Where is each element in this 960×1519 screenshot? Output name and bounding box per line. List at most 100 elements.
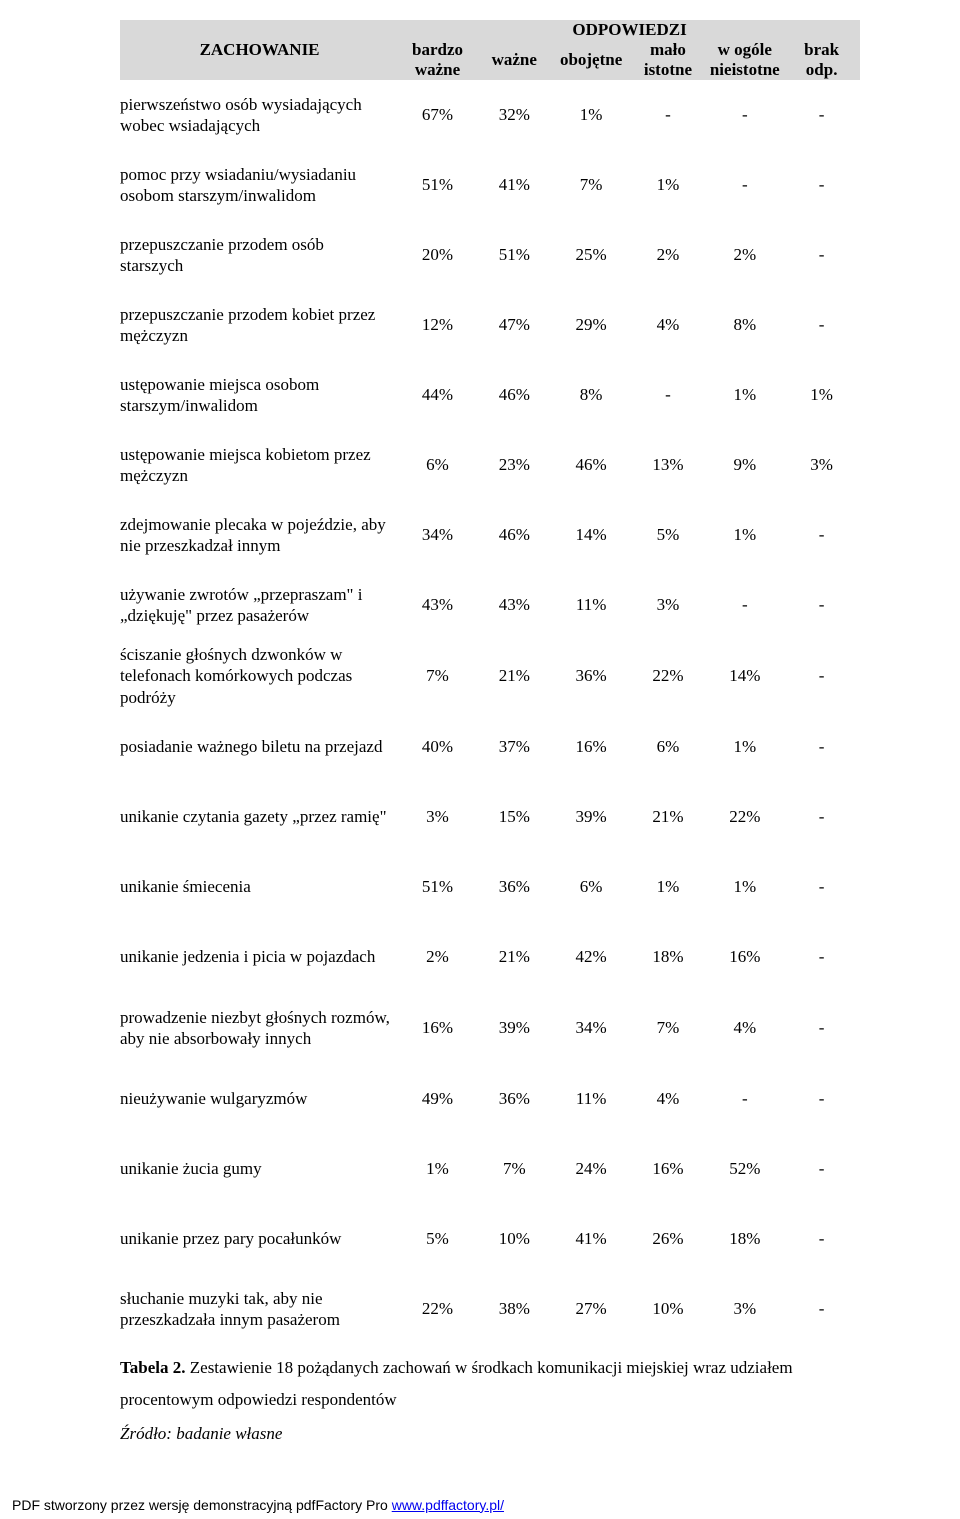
value-cell: 18%	[630, 922, 707, 992]
value-cell: 46%	[476, 360, 553, 430]
behavior-cell: przepuszczanie przodem osób starszych	[120, 220, 399, 290]
value-cell: -	[783, 782, 860, 852]
col-header: istotne	[630, 60, 707, 80]
value-cell: 9%	[706, 430, 783, 500]
value-cell: 16%	[399, 992, 476, 1064]
value-cell: 16%	[630, 1134, 707, 1204]
value-cell: 29%	[553, 290, 630, 360]
value-cell: 16%	[553, 712, 630, 782]
col-header: mało	[630, 40, 707, 60]
value-cell: -	[706, 80, 783, 150]
value-cell: 44%	[399, 360, 476, 430]
value-cell: 21%	[476, 922, 553, 992]
value-cell: 2%	[706, 220, 783, 290]
value-cell: 11%	[553, 570, 630, 640]
value-cell: 6%	[630, 712, 707, 782]
value-cell: 46%	[553, 430, 630, 500]
value-cell: 1%	[783, 360, 860, 430]
source-line: Źródło: badanie własne	[120, 1417, 860, 1451]
value-cell: 22%	[399, 1274, 476, 1344]
table-row: używanie zwrotów „przepraszam" i „dzięku…	[120, 570, 860, 640]
table-row: pierwszeństwo osób wysiadających wobec w…	[120, 80, 860, 150]
col-header: nieistotne	[706, 60, 783, 80]
value-cell: 26%	[630, 1204, 707, 1274]
value-cell: 4%	[706, 992, 783, 1064]
behavior-cell: zdejmowanie plecaka w pojeździe, aby nie…	[120, 500, 399, 570]
col-header-behavior: ZACHOWANIE	[120, 20, 399, 80]
value-cell: 5%	[399, 1204, 476, 1274]
behavior-cell: prowadzenie niezbyt głośnych rozmów, aby…	[120, 992, 399, 1064]
value-cell: 1%	[553, 80, 630, 150]
value-cell: 15%	[476, 782, 553, 852]
value-cell: -	[706, 570, 783, 640]
value-cell: -	[783, 992, 860, 1064]
value-cell: 24%	[553, 1134, 630, 1204]
value-cell: -	[783, 1204, 860, 1274]
value-cell: 7%	[399, 640, 476, 712]
value-cell: 6%	[399, 430, 476, 500]
table-row: ustępowanie miejsca kobietom przez mężcz…	[120, 430, 860, 500]
table-row: ustępowanie miejsca osobom starszym/inwa…	[120, 360, 860, 430]
value-cell: 1%	[399, 1134, 476, 1204]
behavior-cell: unikanie śmiecenia	[120, 852, 399, 922]
value-cell: 38%	[476, 1274, 553, 1344]
value-cell: 43%	[476, 570, 553, 640]
value-cell: -	[783, 712, 860, 782]
value-cell: 51%	[399, 150, 476, 220]
page-content: ZACHOWANIEODPOWIEDZIbardzoważneobojętnem…	[0, 0, 960, 1491]
value-cell: 25%	[553, 220, 630, 290]
pdf-footer: PDF stworzony przez wersję demonstracyjn…	[0, 1491, 960, 1519]
table-row: zdejmowanie plecaka w pojeździe, aby nie…	[120, 500, 860, 570]
value-cell: 13%	[630, 430, 707, 500]
value-cell: 18%	[706, 1204, 783, 1274]
value-cell: 22%	[630, 640, 707, 712]
behavior-cell: słuchanie muzyki tak, aby nie przeszkadz…	[120, 1274, 399, 1344]
value-cell: 67%	[399, 80, 476, 150]
behavior-cell: ustępowanie miejsca osobom starszym/inwa…	[120, 360, 399, 430]
value-cell: -	[783, 570, 860, 640]
value-cell: 36%	[553, 640, 630, 712]
value-cell: -	[783, 150, 860, 220]
value-cell: 3%	[399, 782, 476, 852]
value-cell: 46%	[476, 500, 553, 570]
footer-link[interactable]: www.pdffactory.pl/	[392, 1497, 504, 1513]
value-cell: 10%	[476, 1204, 553, 1274]
col-header-odpowiedzi: ODPOWIEDZI	[399, 20, 860, 40]
value-cell: 7%	[630, 992, 707, 1064]
value-cell: 1%	[630, 150, 707, 220]
footer-text: PDF stworzony przez wersję demonstracyjn…	[12, 1497, 392, 1513]
table-row: słuchanie muzyki tak, aby nie przeszkadz…	[120, 1274, 860, 1344]
value-cell: 43%	[399, 570, 476, 640]
value-cell: 1%	[706, 360, 783, 430]
table-body: pierwszeństwo osób wysiadających wobec w…	[120, 80, 860, 1344]
value-cell: 34%	[399, 500, 476, 570]
value-cell: -	[783, 500, 860, 570]
value-cell: 8%	[706, 290, 783, 360]
behavior-cell: ściszanie głośnych dzwonków w telefonach…	[120, 640, 399, 712]
value-cell: 37%	[476, 712, 553, 782]
col-header: ważne	[476, 40, 553, 80]
caption-label: Tabela 2.	[120, 1358, 186, 1377]
table-row: posiadanie ważnego biletu na przejazd40%…	[120, 712, 860, 782]
behavior-cell: unikanie przez pary pocałunków	[120, 1204, 399, 1274]
value-cell: 27%	[553, 1274, 630, 1344]
value-cell: 41%	[553, 1204, 630, 1274]
behavior-cell: unikanie czytania gazety „przez ramię"	[120, 782, 399, 852]
col-header: ważne	[399, 60, 476, 80]
behavior-cell: pomoc przy wsiadaniu/wysiadaniu osobom s…	[120, 150, 399, 220]
value-cell: 1%	[706, 852, 783, 922]
table-row: unikanie jedzenia i picia w pojazdach2%2…	[120, 922, 860, 992]
col-header: brak	[783, 40, 860, 60]
value-cell: -	[783, 1134, 860, 1204]
value-cell: -	[706, 150, 783, 220]
behavior-cell: posiadanie ważnego biletu na przejazd	[120, 712, 399, 782]
value-cell: 2%	[630, 220, 707, 290]
value-cell: 42%	[553, 922, 630, 992]
behavior-cell: ustępowanie miejsca kobietom przez mężcz…	[120, 430, 399, 500]
value-cell: -	[783, 1064, 860, 1134]
value-cell: -	[783, 220, 860, 290]
value-cell: 14%	[553, 500, 630, 570]
value-cell: 39%	[553, 782, 630, 852]
table-row: unikanie żucia gumy1%7%24%16%52%-	[120, 1134, 860, 1204]
value-cell: 14%	[706, 640, 783, 712]
